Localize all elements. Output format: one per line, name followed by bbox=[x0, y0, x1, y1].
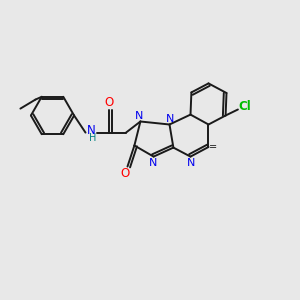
Text: =: = bbox=[209, 142, 217, 152]
Text: Cl: Cl bbox=[239, 100, 251, 113]
Text: H: H bbox=[89, 133, 96, 143]
Text: N: N bbox=[187, 158, 196, 168]
Text: N: N bbox=[148, 158, 157, 168]
Text: N: N bbox=[166, 114, 174, 124]
Text: O: O bbox=[104, 96, 113, 110]
Text: N: N bbox=[87, 124, 96, 137]
Text: N: N bbox=[135, 111, 143, 121]
Text: O: O bbox=[121, 167, 130, 180]
